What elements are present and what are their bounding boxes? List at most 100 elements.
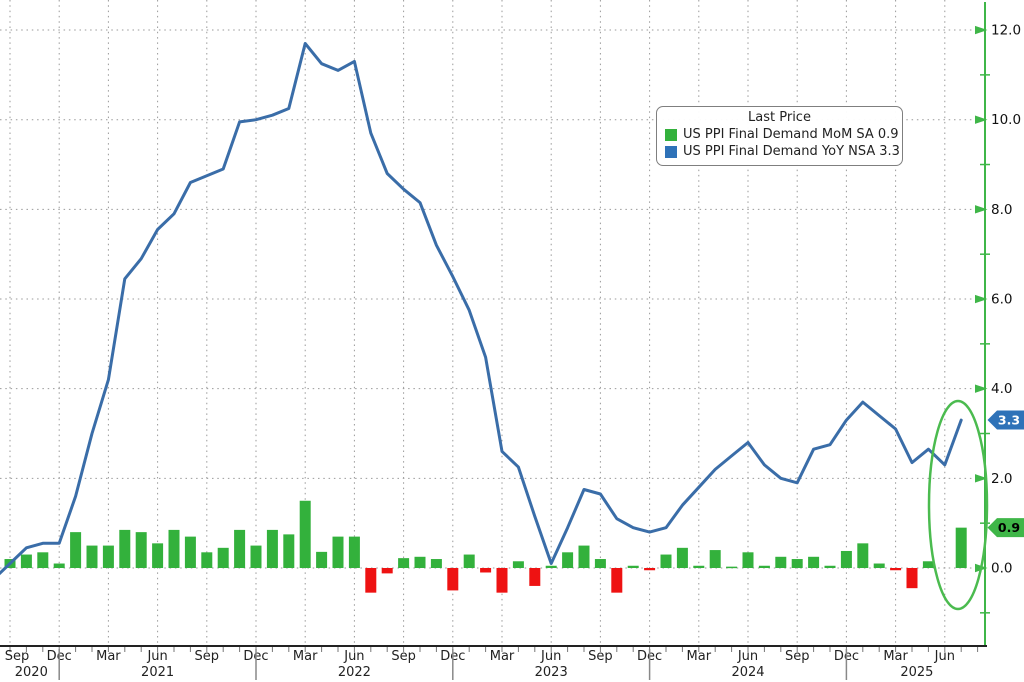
- x-axis-tick-label: Jun: [343, 649, 364, 664]
- bar: [529, 568, 541, 586]
- axis-arrow-icon: [975, 205, 988, 214]
- bar: [299, 500, 311, 568]
- bar: [250, 545, 262, 568]
- x-axis-tick-label: Sep: [588, 649, 613, 664]
- axis-arrow-icon: [975, 474, 988, 483]
- bar: [184, 536, 196, 568]
- bar: [709, 550, 721, 568]
- axis-arrow-icon: [975, 25, 988, 35]
- x-year-label: 2024: [731, 665, 764, 680]
- x-axis-tick-label: Mar: [687, 649, 712, 664]
- bar: [283, 534, 295, 568]
- last-price-tag-value: 3.3: [998, 413, 1020, 428]
- legend-title: Last Price: [748, 110, 811, 125]
- x-axis-tick-label: Mar: [490, 649, 515, 664]
- bar: [20, 554, 32, 568]
- last-price-tag: 3.3: [987, 410, 1024, 430]
- bar: [332, 536, 344, 568]
- legend-swatch-icon: [665, 145, 677, 158]
- legend-entry-value: 3.3: [879, 144, 900, 159]
- bar: [758, 565, 770, 568]
- axis-arrow-icon: [975, 384, 988, 393]
- x-axis-tick-label: Mar: [883, 649, 908, 664]
- bar: [463, 554, 475, 568]
- bar: [398, 558, 410, 568]
- yoy-line: [0, 42, 963, 576]
- bar: [562, 552, 574, 568]
- bar: [266, 529, 278, 568]
- legend-entry[interactable]: US PPI Final Demand MoM SA 0.9: [665, 126, 899, 143]
- bar: [594, 559, 606, 568]
- bar: [742, 552, 754, 568]
- mom-bars: [4, 500, 967, 593]
- bar: [53, 563, 65, 568]
- legend-swatch-icon: [665, 128, 677, 141]
- bar: [217, 547, 229, 568]
- bar: [430, 559, 442, 568]
- bar: [726, 566, 738, 569]
- bar: [447, 568, 459, 591]
- bar: [37, 552, 49, 568]
- bar: [611, 568, 623, 593]
- x-axis-tick-label: Sep: [195, 649, 220, 664]
- highlight-ellipse-annotation: [927, 399, 989, 611]
- x-axis-tick-label: Jun: [540, 649, 561, 664]
- bar: [381, 568, 393, 574]
- x-axis-tick-label: Sep: [5, 649, 30, 664]
- bar: [890, 568, 902, 571]
- bar: [102, 545, 114, 568]
- y-axis-tick-label: 4.0: [991, 381, 1012, 397]
- x-axis: Sep Dec Mar Jun Sep Dec Mar Jun Sep Dec Mar Jun Sep D…: [0, 645, 987, 680]
- bar: [365, 568, 377, 593]
- legend-entry-label: US PPI Final Demand MoM SA: [683, 127, 874, 142]
- bar: [824, 565, 836, 568]
- bar: [480, 568, 492, 573]
- bar: [152, 543, 164, 568]
- x-year-label: 2023: [535, 665, 568, 680]
- bar: [922, 561, 934, 568]
- bar: [135, 532, 147, 568]
- legend-entry-value: 0.9: [877, 127, 899, 142]
- x-axis-tick-label: Jun: [146, 649, 167, 664]
- x-year-label: 2020: [15, 665, 48, 680]
- bar: [234, 529, 246, 568]
- legend-entry[interactable]: US PPI Final Demand YoY NSA 3.3: [665, 143, 900, 160]
- bar: [168, 529, 180, 568]
- bar: [348, 536, 360, 568]
- bar: [644, 568, 656, 571]
- bar: [791, 559, 803, 568]
- last-price-tag: 0.9: [987, 518, 1024, 538]
- x-axis-tick-label: Sep: [391, 649, 416, 664]
- horizontal-gridlines: 0.0 2.0 4.0 6.0 8.0 10.0 12.0: [0, 23, 1021, 577]
- x-axis-tick-label: Mar: [293, 649, 318, 664]
- last-price-tag-value: 0.9: [998, 520, 1020, 535]
- legend-rows: US PPI Final Demand MoM SA 0.9 US PPI Fina…: [665, 126, 900, 160]
- y-axis-tick-label: 12.0: [991, 23, 1021, 39]
- bar: [316, 551, 328, 568]
- vertical-gridlines: [9, 0, 946, 646]
- bar: [86, 545, 98, 568]
- x-year-label: 2021: [141, 665, 174, 680]
- bar: [119, 529, 131, 568]
- legend-box[interactable]: Last Price US PPI Final Demand MoM SA 0.9…: [656, 106, 903, 166]
- legend-entry-label: US PPI Final Demand YoY NSA: [683, 144, 876, 159]
- bar: [955, 527, 967, 568]
- y-axis-tick-label: 10.0: [991, 112, 1021, 128]
- y-axis-tick-label: 2.0: [991, 471, 1012, 487]
- bar: [693, 565, 705, 568]
- x-axis-tick-label: Jun: [934, 649, 955, 664]
- bar: [545, 565, 557, 568]
- bar: [857, 543, 869, 568]
- bar: [660, 554, 672, 568]
- bar: [70, 532, 82, 568]
- y-axis-tick-label: 0.0: [991, 561, 1012, 577]
- x-axis-tick-label: Jun: [737, 649, 758, 664]
- axis-arrow-icon: [975, 294, 988, 304]
- bar: [873, 563, 885, 568]
- bar: [840, 550, 852, 568]
- axis-arrow-icon: [975, 115, 988, 124]
- bar: [512, 561, 524, 568]
- x-year-label: 2025: [900, 665, 933, 680]
